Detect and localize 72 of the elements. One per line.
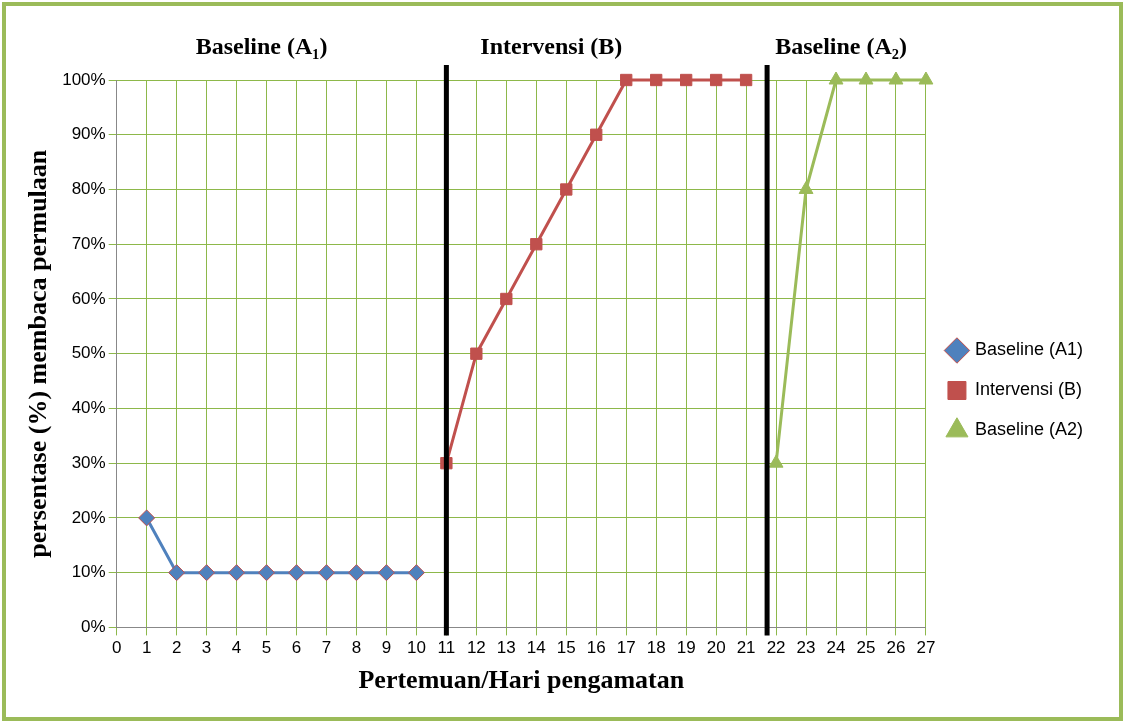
x-tick-label: 16: [586, 638, 606, 658]
point: [888, 71, 904, 85]
x-tick-label: 1: [141, 638, 152, 658]
point: [407, 564, 425, 582]
point: [530, 238, 543, 251]
x-tick-label: 24: [826, 638, 846, 658]
y-tick-label: 20%: [71, 507, 106, 527]
point: [288, 564, 306, 582]
point: [680, 73, 693, 87]
x-tick-label: 4: [231, 638, 242, 658]
x-tick-label: 27: [916, 638, 936, 658]
legend-label: Baseline (A2): [974, 419, 1084, 440]
point: [377, 564, 395, 582]
legend-label: Intervensi (B): [974, 379, 1082, 400]
point: [560, 183, 573, 196]
point: [918, 71, 934, 85]
x-tick-label: 2: [171, 638, 182, 658]
text: Intervensi (B): [480, 33, 623, 60]
y-tick-label: 100%: [62, 69, 106, 89]
x-axis-title: Pertemuan/Hari pengamatan: [358, 665, 685, 695]
point: [347, 564, 365, 582]
x-tick-label: 20: [706, 638, 726, 658]
point: [650, 73, 663, 87]
point: [470, 347, 483, 360]
x-tick-label: 9: [381, 638, 392, 658]
point: [138, 509, 156, 527]
point: [828, 71, 844, 85]
x-tick-label: 6: [291, 638, 302, 658]
point: [739, 73, 753, 87]
x-tick-label: 23: [796, 638, 816, 658]
x-tick-label: 19: [676, 638, 696, 658]
point: [709, 73, 723, 87]
y-tick-label: 10%: [71, 562, 106, 582]
x-tick-label: 8: [351, 638, 362, 658]
legend-label: Baseline (A1): [974, 339, 1084, 360]
y-tick-label: 80%: [71, 179, 106, 199]
x-tick-label: 15: [556, 638, 576, 658]
point: [317, 564, 335, 582]
text: Baseline (A₁): [195, 33, 328, 60]
point: [590, 128, 603, 141]
x-tick-label: 14: [526, 638, 546, 658]
x-tick-label: 0: [111, 638, 122, 658]
x-tick-label: 10: [406, 638, 426, 658]
point: [798, 180, 814, 194]
y-tick-label: 90%: [71, 124, 106, 144]
y-tick-label: 60%: [71, 288, 106, 308]
x-tick-label: 21: [736, 638, 756, 658]
y-tick-label: 50%: [71, 343, 106, 363]
y-tick-label: 0%: [81, 617, 106, 637]
x-tick-label: 11: [437, 638, 456, 658]
point: [500, 292, 513, 306]
x-tick-label: 17: [616, 638, 636, 658]
text: Baseline (A₂): [775, 33, 907, 60]
x-tick-label: 12: [466, 638, 486, 658]
point: [258, 564, 276, 582]
x-tick-label: 3: [201, 638, 212, 658]
x-tick-label: 18: [646, 638, 666, 658]
x-tick-label: 7: [321, 638, 332, 658]
point: [198, 564, 216, 582]
point: [228, 564, 246, 582]
point: [168, 564, 186, 582]
x-tick-label: 13: [496, 638, 516, 658]
x-tick-label: 5: [261, 638, 272, 658]
y-tick-label: 30%: [71, 452, 106, 472]
y-axis-title: persentase (%) membaca permulaan: [23, 149, 53, 558]
y-tick-label: 40%: [71, 398, 106, 418]
point: [620, 73, 633, 87]
x-tick-label: 25: [856, 638, 876, 658]
x-tick-label: 26: [886, 638, 906, 658]
x-tick-label: 22: [766, 638, 786, 658]
point: [858, 71, 874, 85]
y-tick-label: 70%: [71, 233, 106, 253]
